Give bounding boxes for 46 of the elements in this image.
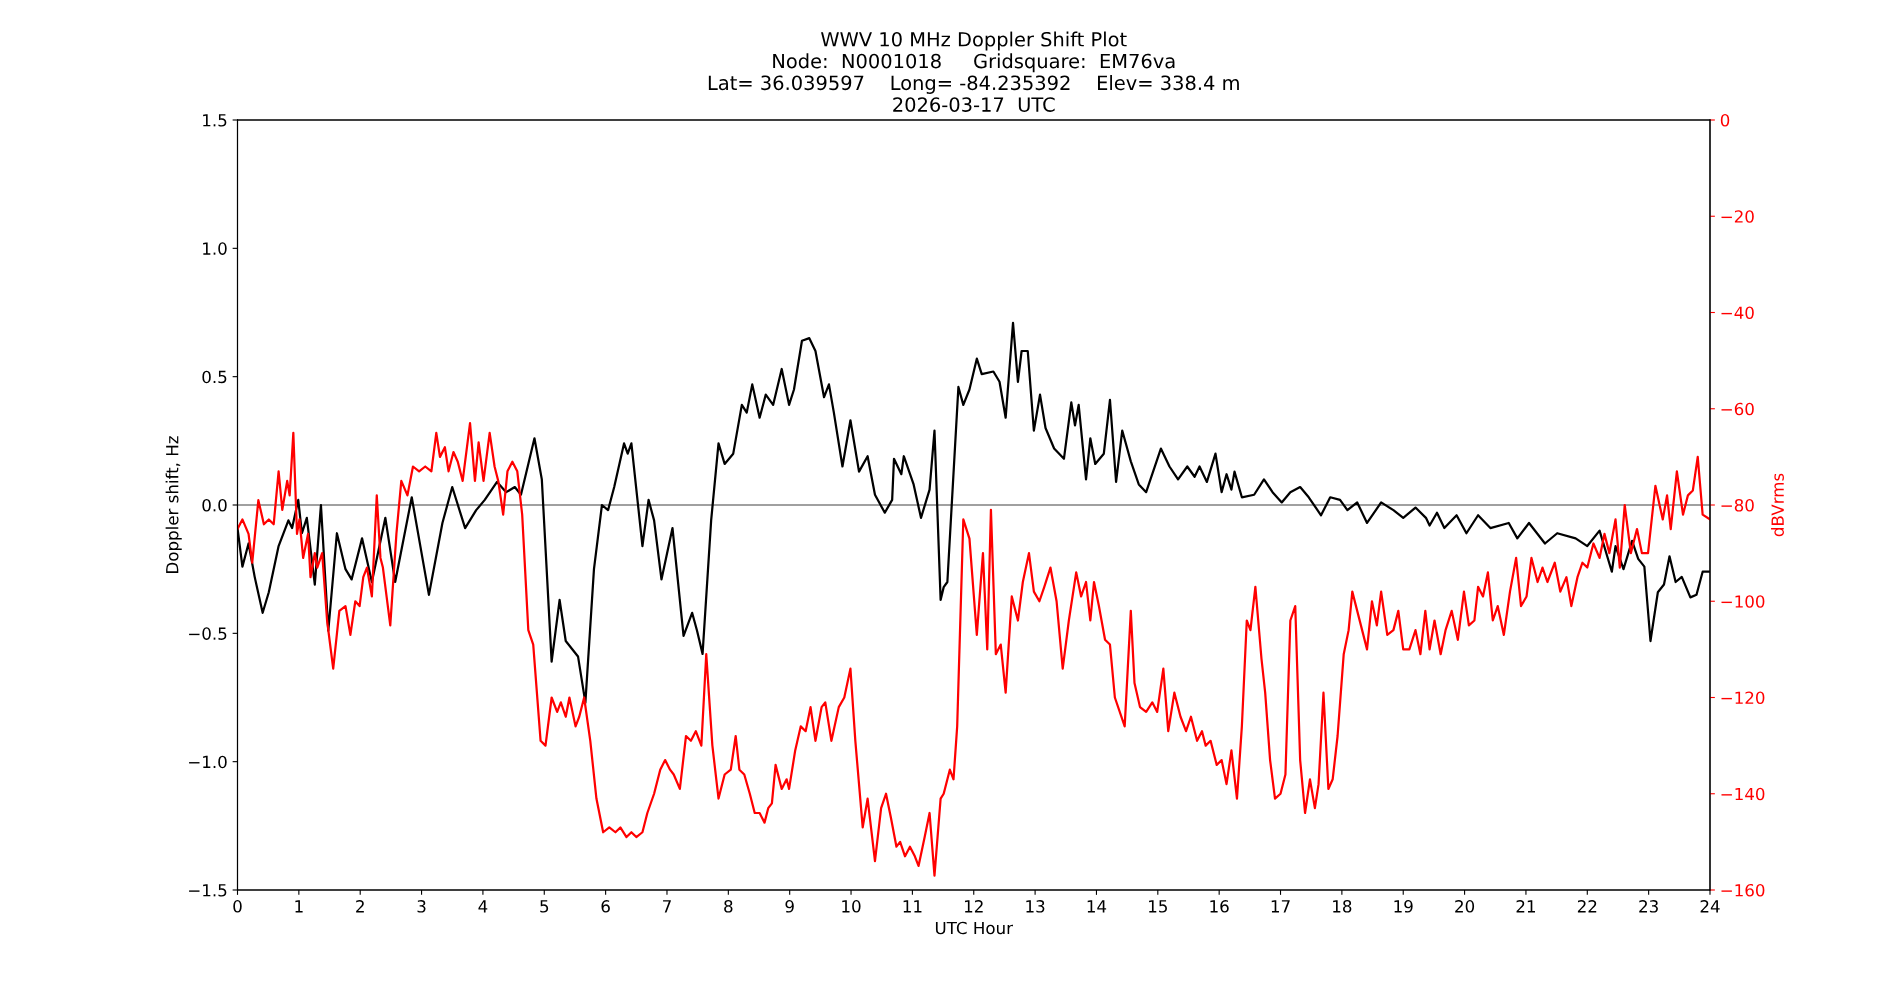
- y-axis-title: Doppler shift, Hz: [165, 436, 182, 573]
- line-series: [237, 422, 1710, 877]
- x-tick-label: 3: [417, 900, 426, 913]
- x-tick-label: 19: [1394, 900, 1413, 913]
- y-tick-label: −1.0: [189, 755, 227, 769]
- x-tick-label: 14: [1087, 900, 1107, 913]
- x-tick-label: 16: [1210, 900, 1229, 913]
- x-tick-label: 24: [1700, 900, 1720, 913]
- y-tick-label: 1.5: [203, 114, 227, 127]
- y2-tick-label: −40: [1721, 306, 1754, 320]
- x-tick-label: 4: [478, 900, 488, 913]
- x-tick-label: 22: [1577, 900, 1597, 913]
- chart-title: WWV 10 MHz Doppler Shift Plot Node: N0001018 Gridsquare: EM76va Lat= 36.039597 Long= -84.235392 Elev= 338.4 m 2026-03-17 UTC: [708, 31, 1239, 112]
- x-tick-label: 1: [295, 900, 303, 913]
- y2-tick-label: 0: [1720, 113, 1730, 127]
- x-tick-label: 2: [356, 900, 364, 913]
- x-tick-label: 18: [1333, 900, 1352, 913]
- x-tick-label: 8: [724, 900, 733, 913]
- y2-tick-label: −100: [1721, 595, 1765, 608]
- y2-tick-label: −60: [1721, 402, 1754, 416]
- x-tick-label: 20: [1455, 900, 1475, 913]
- x-tick-label: 15: [1149, 900, 1167, 913]
- y-tick-label: −0.5: [189, 627, 227, 640]
- y2-axis-title: dBVrms: [1771, 473, 1784, 537]
- x-tick-label: 12: [964, 900, 983, 913]
- x-tick-label: 21: [1516, 900, 1535, 913]
- x-tick-label: 6: [601, 900, 610, 913]
- y2-tick-label: −140: [1721, 787, 1765, 801]
- y2-tick-label: −120: [1721, 691, 1765, 705]
- y2-tick-label: −20: [1721, 210, 1754, 223]
- y-tick-label: 1.0: [203, 242, 227, 255]
- x-tick-label: 13: [1026, 900, 1045, 913]
- x-tick-label: 9: [785, 900, 794, 913]
- y-tick-label: −1.5: [189, 884, 227, 897]
- y2-tick-label: −80: [1721, 498, 1754, 512]
- y-tick-label: 0.0: [202, 498, 227, 512]
- x-tick-label: 0: [233, 900, 242, 913]
- x-tick-label: 23: [1639, 900, 1658, 913]
- x-tick-label: 7: [663, 900, 671, 913]
- x-axis-title: UTC Hour: [935, 921, 1013, 935]
- x-tick-label: 11: [903, 900, 922, 913]
- x-tick-label: 5: [540, 900, 549, 913]
- y-tick-label: 0.5: [202, 370, 227, 384]
- x-tick-label: 17: [1271, 900, 1290, 913]
- x-tick-label: 10: [842, 900, 861, 913]
- y2-tick-label: −160: [1721, 883, 1765, 897]
